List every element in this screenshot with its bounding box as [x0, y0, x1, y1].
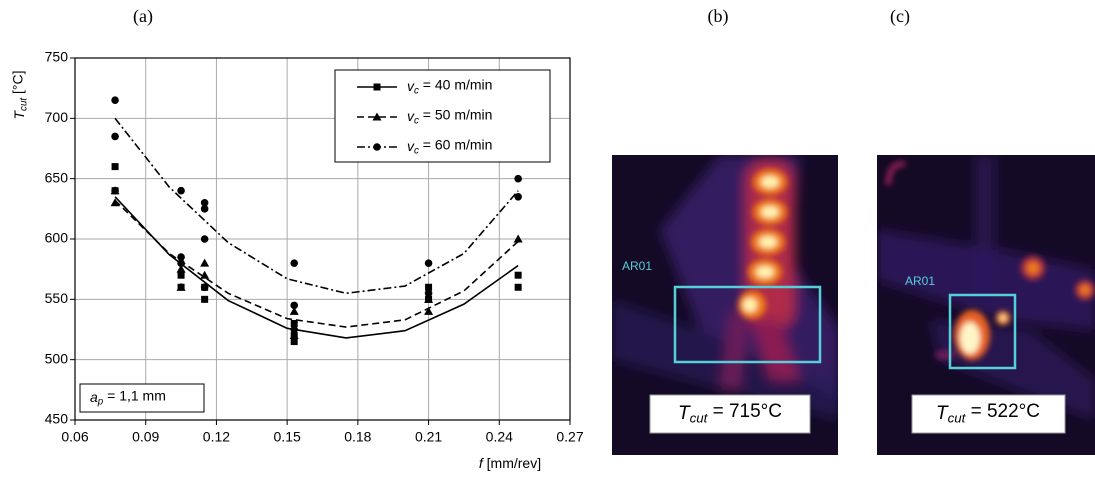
- legend-marker: [373, 83, 381, 91]
- temperature-caption: Tcut = 522°C: [936, 401, 1040, 425]
- legend-marker: [372, 112, 382, 121]
- thermal-image: AR01 Tcut = 715°C: [612, 155, 838, 455]
- x-tick-label: 0.15: [274, 429, 301, 445]
- data-point: [514, 174, 522, 183]
- panel-label: (a): [133, 6, 153, 27]
- fit-line: [114, 199, 519, 328]
- data-point: [289, 331, 299, 340]
- x-tick-label: 0.27: [556, 429, 583, 445]
- thermal-image: AR01 Tcut = 522°C: [877, 155, 1095, 455]
- fit-line: [114, 117, 519, 295]
- legend-marker: [373, 143, 381, 151]
- panel-label: (b): [708, 6, 729, 27]
- legend-label: vc = 60 m/min: [407, 136, 492, 156]
- data-point: [176, 264, 186, 273]
- y-tick-label: 500: [45, 350, 69, 366]
- y-tick-label: 450: [45, 411, 69, 427]
- data-point: [177, 259, 185, 267]
- temperature-caption: Tcut = 715°C: [678, 401, 782, 425]
- data-point: [290, 319, 298, 327]
- data-point: [200, 258, 210, 267]
- x-axis-label: f [mm/rev]: [479, 455, 541, 471]
- data-point: [424, 306, 434, 315]
- data-point: [176, 282, 186, 291]
- y-tick-label: 650: [45, 169, 69, 185]
- data-point: [514, 192, 522, 201]
- data-point: [424, 259, 433, 267]
- annotation-box: [79, 383, 205, 413]
- data-point: [425, 283, 433, 291]
- data-point: [177, 271, 185, 279]
- x-tick-label: 0.09: [132, 429, 159, 445]
- data-point: [111, 186, 119, 195]
- y-tick-label: 750: [45, 49, 69, 65]
- data-point: [514, 271, 522, 279]
- annotation: ap = 1,1 mm: [90, 387, 166, 407]
- data-point: [290, 325, 299, 334]
- data-point: [289, 306, 299, 315]
- data-point: [514, 283, 522, 291]
- data-point: [513, 234, 523, 243]
- data-point: [200, 283, 209, 292]
- legend-label: vc = 40 m/min: [407, 76, 492, 96]
- y-tick-label: 700: [45, 109, 69, 125]
- data-point: [111, 163, 119, 171]
- y-axis-label: Tcut [°C]: [9, 70, 29, 119]
- data-point: [200, 270, 210, 279]
- data-point: [290, 301, 299, 310]
- region-label: AR01: [622, 259, 652, 273]
- data-point: [200, 199, 209, 207]
- legend-label: vc = 50 m/min: [407, 106, 492, 126]
- plot-frame: [74, 57, 571, 421]
- legend-box: [334, 69, 551, 163]
- x-tick-label: 0.18: [344, 429, 371, 445]
- data-point: [424, 294, 434, 303]
- data-point: [201, 295, 209, 303]
- region-label: AR01: [905, 274, 935, 288]
- data-point: [177, 253, 185, 261]
- x-tick-label: 0.21: [415, 429, 442, 445]
- data-point: [290, 338, 298, 346]
- x-tick-label: 0.24: [486, 429, 513, 445]
- data-point: [111, 132, 119, 141]
- data-point: [424, 289, 433, 298]
- data-point: [177, 186, 185, 195]
- data-point: [200, 205, 209, 213]
- y-tick-label: 600: [45, 230, 69, 246]
- panel-label: (c): [890, 6, 910, 27]
- fit-line: [114, 196, 519, 339]
- data-point: [290, 259, 299, 267]
- data-point: [111, 96, 119, 105]
- data-point: [200, 235, 209, 243]
- y-tick-label: 550: [45, 290, 69, 306]
- x-tick-label: 0.12: [203, 429, 230, 445]
- data-point: [110, 198, 120, 207]
- x-tick-label: 0.06: [61, 429, 88, 445]
